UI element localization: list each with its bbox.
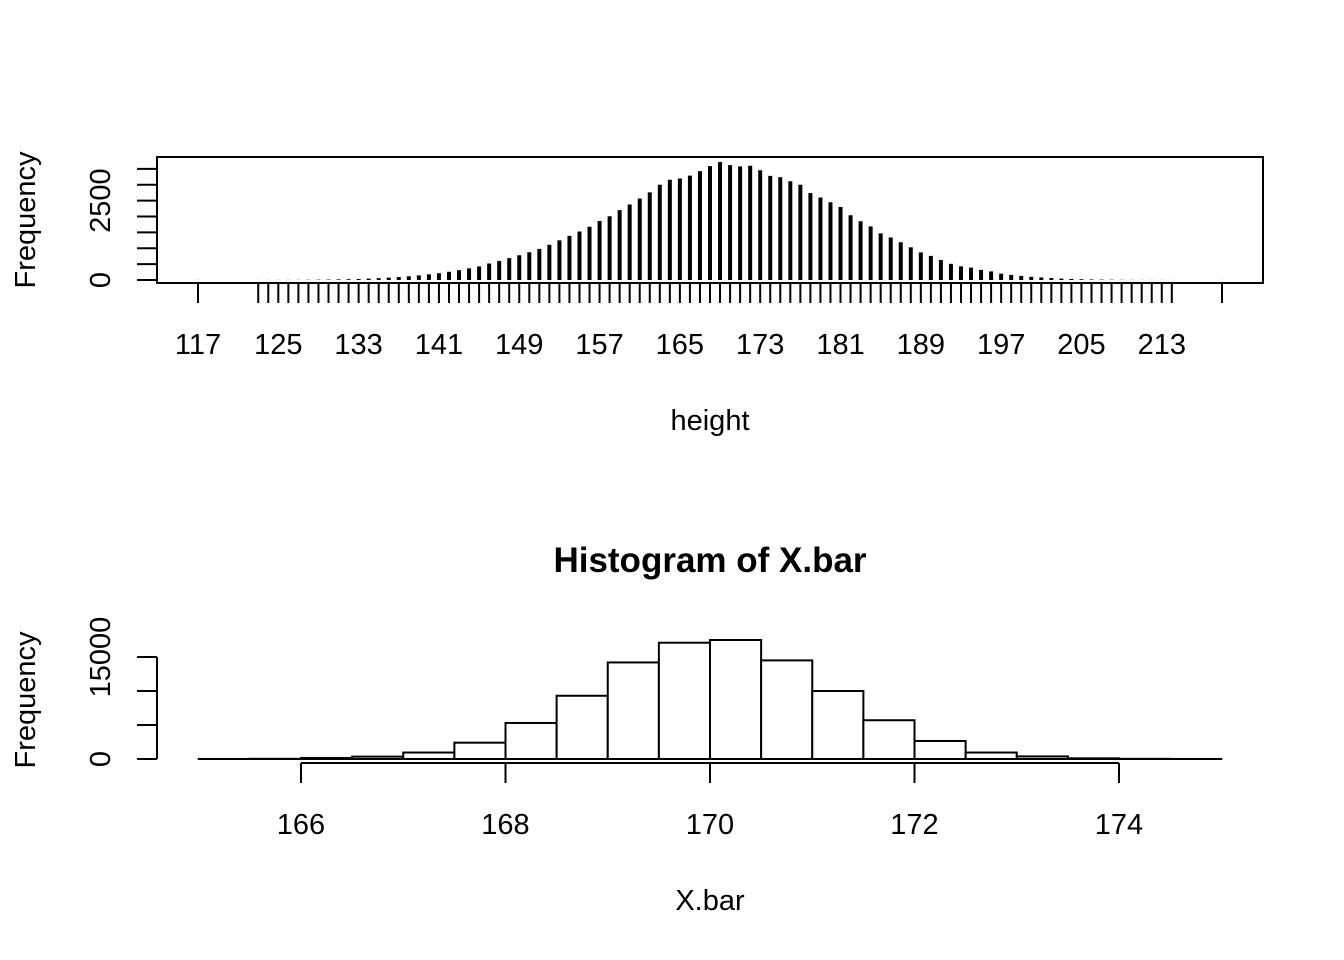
x-tick-label-141: 141 xyxy=(415,329,463,361)
y-tick-label-0: 0 xyxy=(85,751,117,767)
bottom-y-axis-title: Frequency xyxy=(10,631,42,769)
x-tick-label-149: 149 xyxy=(495,329,543,361)
bottom-panel: Histogram of X.bar 166 168 170 172 174 0 1500… xyxy=(10,541,1223,917)
histogram-bar-169.5 xyxy=(657,641,711,760)
histogram-bar-168.5 xyxy=(555,694,609,761)
x-tick-label-173: 173 xyxy=(736,329,784,361)
x-tick-label-170: 170 xyxy=(686,809,734,841)
histogram-bar-172.5 xyxy=(964,751,1018,760)
bottom-x-axis-title: X.bar xyxy=(675,885,745,917)
x-tick-label-157: 157 xyxy=(575,329,623,361)
y-tick-label-15000: 15000 xyxy=(85,617,117,698)
bottom-x-axis: 166 168 170 172 174 xyxy=(277,762,1143,841)
x-tick-label-165: 165 xyxy=(656,329,704,361)
histogram-bar-170 xyxy=(709,639,763,760)
histogram-bar-167.5 xyxy=(453,741,507,760)
top-x-axis-title: height xyxy=(670,405,749,437)
histogram-bar-173 xyxy=(1015,755,1069,761)
x-tick-label-117: 117 xyxy=(175,329,221,361)
histogram-bar-172 xyxy=(913,739,967,760)
top-y-axis: 0 2500 xyxy=(85,167,158,288)
histogram-bar-169 xyxy=(606,661,660,760)
histogram-bar-173.5 xyxy=(1066,757,1120,761)
x-tick-label-181: 181 xyxy=(816,329,864,361)
x-tick-label-133: 133 xyxy=(334,329,382,361)
x-tick-label-174: 174 xyxy=(1095,809,1143,841)
histogram-bar-166.5 xyxy=(351,755,405,760)
x-tick-label-189: 189 xyxy=(897,329,945,361)
x-tick-label-205: 205 xyxy=(1057,329,1105,361)
x-tick-label-168: 168 xyxy=(481,809,529,841)
x-tick-label-172: 172 xyxy=(890,809,938,841)
top-x-axis: 117 125 133 141 149 157 165 173 181 189 197 205 213 xyxy=(175,283,1223,361)
top-spikes xyxy=(196,161,1224,280)
histogram-bar-168 xyxy=(504,721,558,761)
x-tick-label-213: 213 xyxy=(1138,329,1186,361)
histogram-bar-170.5 xyxy=(760,659,814,761)
histogram-bar-167 xyxy=(402,751,456,760)
top-panel: 117 125 133 141 149 157 165 173 181 189 197 205 213 … xyxy=(10,151,1264,437)
y-tick-label-0: 0 xyxy=(85,272,117,288)
x-tick-label-125: 125 xyxy=(254,329,302,361)
histogram-bar-166 xyxy=(300,756,354,760)
histogram-bar-171 xyxy=(811,690,865,760)
top-y-axis-title: Frequency xyxy=(10,151,42,289)
histogram-bars xyxy=(197,639,1223,761)
x-tick-label-166: 166 xyxy=(277,809,325,841)
histogram-bar-171.5 xyxy=(862,719,916,760)
bottom-y-axis: 0 15000 xyxy=(85,617,158,767)
y-tick-label-2500: 2500 xyxy=(85,168,117,233)
bottom-chart-title: Histogram of X.bar xyxy=(553,541,866,580)
x-tick-label-197: 197 xyxy=(977,329,1025,361)
